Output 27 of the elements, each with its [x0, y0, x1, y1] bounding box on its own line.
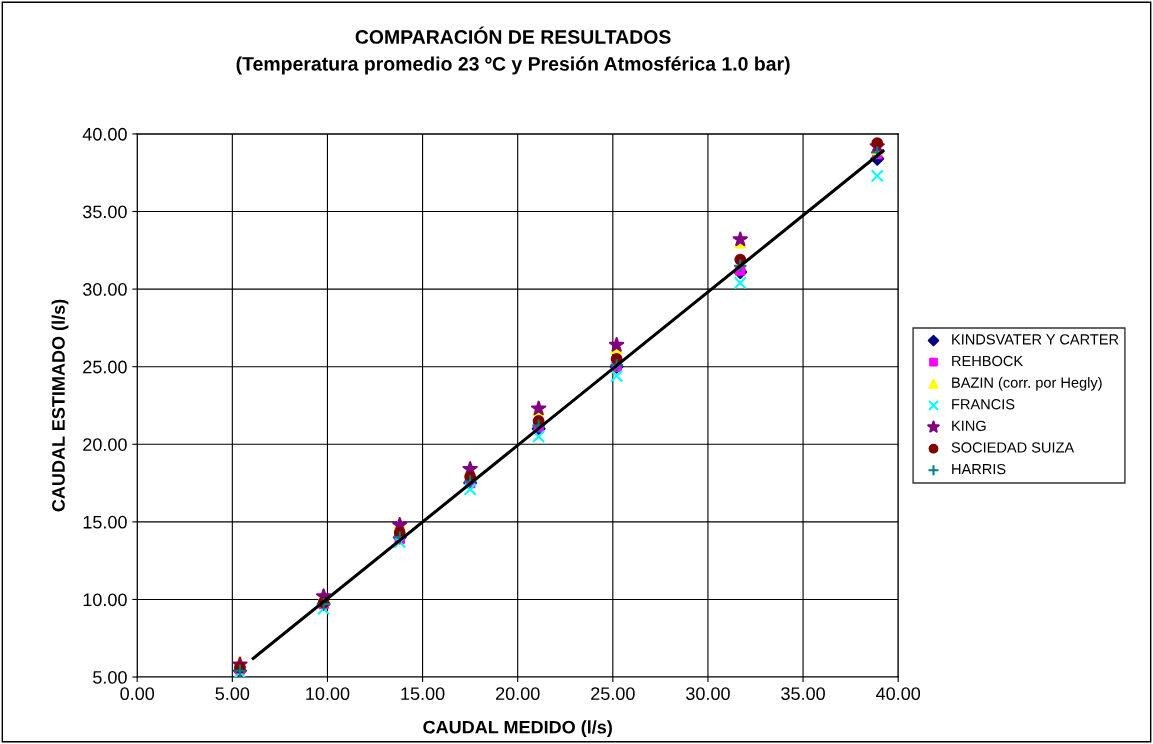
legend-label: SOCIEDAD SUIZA: [951, 442, 1075, 453]
x-tick-label: 0.00: [120, 687, 155, 701]
legend-label: BAZIN (corr. por Hegly): [952, 377, 1102, 391]
y-tick-label: 20.00: [83, 438, 127, 451]
x-tick-label: 35.00: [781, 687, 825, 701]
y-tick-label: 15.00: [83, 515, 127, 529]
legend-label: KING: [952, 420, 986, 432]
y-tick-label: 5.00: [93, 670, 127, 684]
legend-label: HARRIS: [952, 463, 1006, 475]
y-tick-label: 10.00: [83, 593, 127, 607]
legend-label: REHBOCK: [952, 355, 1023, 367]
y-tick-label: 40.00: [82, 127, 127, 141]
x-tick-label: 10.00: [306, 687, 350, 701]
y-tick-label: 30.00: [82, 283, 127, 296]
legend-label: KINDSVATER Y CARTER: [952, 334, 1119, 345]
legend-label: FRANCIS: [952, 399, 1015, 410]
x-tick-label: 15.00: [401, 687, 445, 701]
x-tick-label: 5.00: [215, 687, 250, 701]
x-tick-label: 40.00: [876, 687, 921, 701]
x-tick-label: 25.00: [591, 687, 635, 701]
x-tick-label: 20.00: [496, 687, 540, 701]
chart-title: COMPARACIÓN DE RESULTADOS (Temperatura promedio 23 ºC y Presión Atmosférica 1.0 bar): [236, 26, 790, 75]
y-tick-label: 35.00: [82, 205, 127, 219]
y-axis-title: CAUDAL ESTIMADO (l/s): [51, 299, 69, 512]
x-axis-title: CAUDAL MEDIDO (l/s): [423, 720, 612, 738]
y-tick-label: 25.00: [83, 360, 127, 374]
x-tick-label: 30.00: [686, 687, 730, 701]
